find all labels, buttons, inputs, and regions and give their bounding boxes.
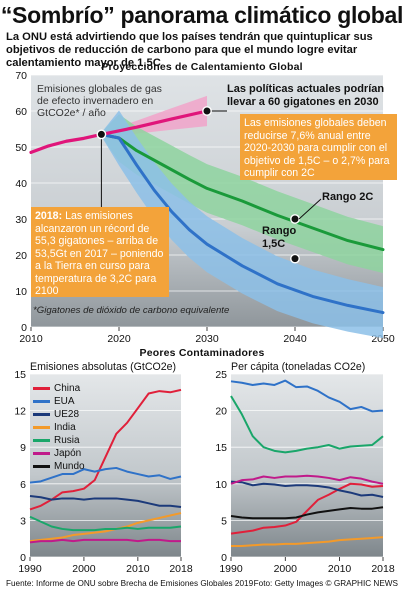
percapita-ytick-10: 10 <box>215 479 227 491</box>
absolute-ytick-3: 3 <box>20 515 26 527</box>
section-title-polluters: Peores Contaminadores <box>139 347 265 359</box>
percapita-series-3 <box>231 536 384 548</box>
percapita-series-1 <box>230 379 384 413</box>
absolute-series-0 <box>29 388 182 511</box>
absolute-chart-title: Emisiones absolutas (GtCO2e) <box>30 361 177 373</box>
legend: China EUA UE28 India Rusia Japón Mundo <box>33 382 85 473</box>
percapita-plot-background <box>231 374 383 557</box>
absolute-xtick-2018: 2018 <box>169 563 193 575</box>
footer-credit: Foto: Getty Images © GRAPHIC NEWS <box>253 579 398 588</box>
projection-ytick-70: 70 <box>15 70 27 82</box>
reduction-info-box: Las emisiones globales deben reducirse 7… <box>240 114 397 180</box>
projection-ytick-40: 40 <box>15 178 27 190</box>
legend-label-eua: EUA <box>54 396 75 407</box>
absolute-series-4 <box>29 515 182 532</box>
projection-marker-0 <box>96 129 107 140</box>
absolute-series-2 <box>29 495 182 508</box>
legend-swatch-ue28 <box>33 413 50 416</box>
projection-ytick-20: 20 <box>15 250 27 262</box>
absolute-series-3 <box>29 512 182 543</box>
y-axis-title: Emisiones globales de gas de efecto inve… <box>37 83 162 119</box>
legend-item-china: China <box>33 382 85 395</box>
legend-label-ue28: UE28 <box>54 409 80 420</box>
percapita-series-6 <box>230 506 384 520</box>
absolute-ytick-0: 0 <box>20 552 26 564</box>
range-15c-band <box>101 110 384 339</box>
legend-label-china: China <box>54 383 81 394</box>
legend-item-rusia: Rusia <box>33 434 85 447</box>
absolute-series-5 <box>29 538 181 544</box>
projection-xtick-2040: 2040 <box>283 333 307 345</box>
footnote: *Gigatones de dióxido de carbono equival… <box>33 305 230 316</box>
projection-xtick-2020: 2020 <box>107 333 131 345</box>
percapita-ytick-0: 0 <box>221 552 227 564</box>
percapita-chart-title: Per cápita (toneladas CO2e) <box>231 361 366 373</box>
percapita-series-4 <box>230 395 384 454</box>
percapita-ytick-25: 25 <box>215 369 227 381</box>
range-2c-band <box>101 114 384 273</box>
percapita-series-2 <box>230 480 384 498</box>
section-title-projections: Proyecciones de Calentamiento Global <box>101 61 303 73</box>
percapita-ytick-20: 20 <box>215 406 227 418</box>
percapita-xtick-2000: 2000 <box>274 563 298 575</box>
projection-marker-3 <box>290 253 300 264</box>
projection-xtick-2030: 2030 <box>195 333 219 345</box>
projection-ytick-60: 60 <box>15 106 27 118</box>
range-15c-label: Rango 1,5C <box>262 225 296 251</box>
leader-2c <box>298 198 322 220</box>
projection-ytick-10: 10 <box>15 286 27 298</box>
absolute-ytick-9: 9 <box>20 442 26 454</box>
page-title: “Sombrío” panorama climático global <box>0 2 404 28</box>
legend-swatch-rusia <box>33 439 50 442</box>
percapita-xtick-2018: 2018 <box>371 563 395 575</box>
range-15c-line <box>99 132 385 315</box>
legend-label-rusia: Rusia <box>54 435 80 446</box>
absolute-ytick-15: 15 <box>14 369 26 381</box>
range-15c-label-b: 1,5C <box>262 238 286 250</box>
range-2c-label: Rango 2C <box>322 191 374 203</box>
legend-item-india: India <box>33 421 85 434</box>
projection-ytick-30: 30 <box>15 214 27 226</box>
absolute-xtick-1990: 1990 <box>18 563 42 575</box>
projection-ytick-0: 0 <box>21 322 27 334</box>
historical-line <box>29 132 104 154</box>
absolute-ytick-6: 6 <box>20 479 26 491</box>
legend-label-japon: Japón <box>54 448 82 459</box>
legend-item-ue28: UE28 <box>33 408 85 421</box>
projection-marker-1 <box>202 106 212 116</box>
percapita-series-5 <box>230 474 384 485</box>
percapita-ytick-5: 5 <box>221 515 227 527</box>
range-15c-label-a: Rango <box>262 225 297 237</box>
legend-item-japon: Japón <box>33 447 85 460</box>
percapita-xtick-1990: 1990 <box>219 563 243 575</box>
legend-swatch-eua <box>33 400 50 403</box>
current-policies-label: Las políticas actuales podrían llevar a … <box>227 83 385 108</box>
percapita-xtick-2010: 2010 <box>328 563 352 575</box>
record-2018-box: 2018: Las emisiones alcanzaron un récord… <box>31 207 169 297</box>
current-policies-line <box>99 109 209 136</box>
page-subtitle: La ONU está advirtiendo que los países t… <box>6 31 373 69</box>
absolute-ytick-12: 12 <box>14 406 26 418</box>
legend-label-india: India <box>54 422 76 433</box>
legend-item-mundo: Mundo <box>33 460 85 473</box>
projection-xtick-2010: 2010 <box>19 333 43 345</box>
projection-ytick-50: 50 <box>15 142 27 154</box>
legend-item-eua: EUA <box>33 395 85 408</box>
record-2018-lead: 2018: <box>35 210 63 222</box>
range-2c-line <box>99 132 385 252</box>
absolute-series-1 <box>29 466 182 484</box>
record-2018-text: Las emisiones alcanzaron un récord de 55… <box>35 210 164 297</box>
projection-marker-2 <box>290 214 300 224</box>
legend-swatch-japon <box>33 452 50 455</box>
legend-swatch-china <box>33 387 50 390</box>
percapita-ytick-15: 15 <box>215 442 227 454</box>
footer-source: Fuente: Informe de ONU sobre Brecha de E… <box>6 579 254 588</box>
legend-swatch-mundo <box>33 465 50 468</box>
absolute-xtick-2010: 2010 <box>126 563 150 575</box>
absolute-xtick-2000: 2000 <box>72 563 96 575</box>
legend-label-mundo: Mundo <box>54 461 85 472</box>
percapita-series-0 <box>230 482 384 535</box>
legend-swatch-india <box>33 426 50 429</box>
